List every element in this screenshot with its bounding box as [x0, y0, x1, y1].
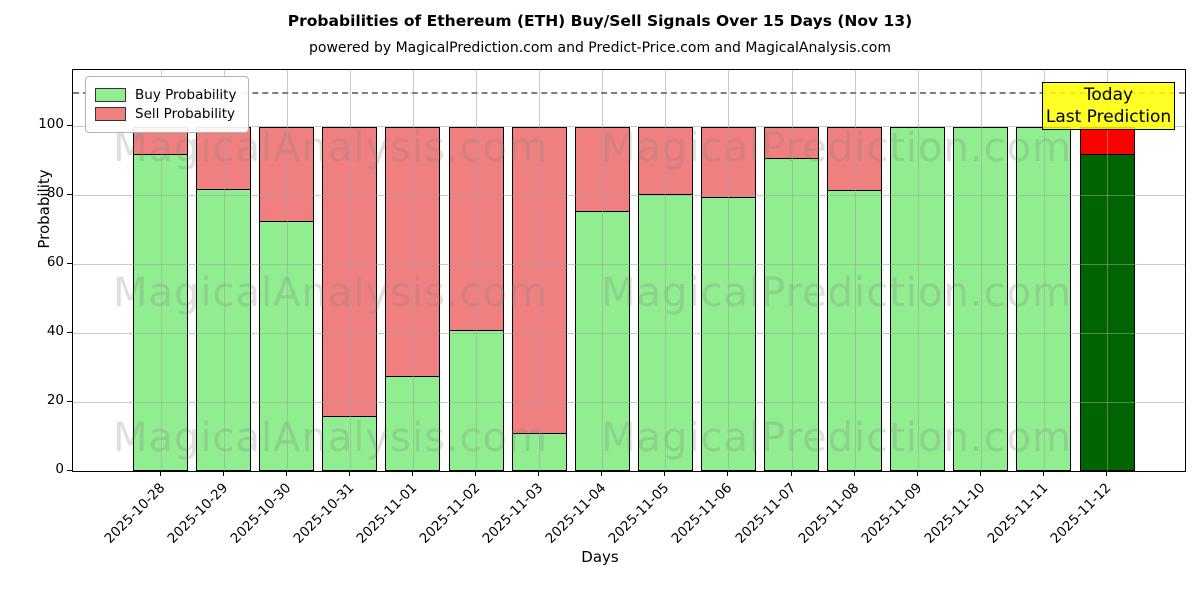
y-axis-label: Probability [35, 169, 53, 249]
gridline-vertical [160, 70, 162, 471]
sell-color-swatch [95, 107, 126, 121]
x-tick-mark [222, 471, 224, 476]
legend-item-buy: Buy Probability [95, 87, 236, 103]
y-tick-label: 0 [55, 461, 64, 477]
gridline-vertical [476, 70, 477, 471]
x-tick-mark [475, 471, 476, 476]
gridline-vertical [412, 70, 414, 471]
y-tick-label: 100 [38, 116, 64, 133]
y-tick-mark [67, 332, 72, 334]
x-tick-mark [1106, 471, 1107, 476]
today-annotation: Today Last Prediction [1042, 82, 1175, 130]
gridline-horizontal [73, 333, 1185, 335]
gridline-vertical [223, 70, 225, 471]
x-tick-mark [979, 471, 981, 476]
legend-label-sell: Sell Probability [135, 106, 236, 122]
gridline-vertical [286, 70, 288, 471]
today-annotation-line2: Last Prediction [1045, 107, 1172, 127]
x-tick-mark [538, 471, 540, 476]
x-tick-mark [727, 471, 729, 476]
y-tick-mark [67, 263, 72, 265]
gridline-vertical [665, 70, 667, 471]
y-tick-mark [67, 401, 72, 403]
y-tick-mark [67, 470, 72, 471]
x-tick-mark [159, 471, 161, 476]
x-tick-mark [916, 471, 918, 476]
gridline-vertical [1043, 70, 1045, 471]
gridline-horizontal [73, 195, 1185, 197]
x-tick-mark [853, 471, 855, 476]
legend-item-sell: Sell Probability [95, 106, 236, 122]
gridline-vertical [854, 70, 856, 471]
gridline-vertical [602, 70, 604, 471]
x-axis-label: Days [581, 548, 619, 566]
legend-label-buy: Buy Probability [135, 87, 237, 103]
x-tick-mark [348, 471, 350, 476]
y-tick-label: 60 [46, 254, 64, 271]
x-tick-mark [1042, 471, 1044, 476]
gridline-vertical [917, 70, 919, 471]
x-tick-mark [411, 471, 413, 476]
gridline-vertical [539, 70, 541, 471]
y-tick-mark [67, 125, 72, 127]
y-tick-label: 40 [46, 323, 64, 340]
x-tick-mark [601, 471, 603, 476]
y-tick-label: 80 [46, 185, 64, 202]
x-tick-mark [790, 471, 792, 476]
gridline-vertical [1107, 70, 1108, 471]
y-tick-label: 20 [46, 392, 64, 409]
gridline-horizontal [73, 264, 1185, 266]
gridline-vertical [980, 70, 982, 471]
dashed-threshold-line [73, 92, 1185, 95]
today-annotation-line1: Today [1083, 85, 1134, 105]
legend: Buy Probability Sell Probability [85, 76, 250, 133]
buy-color-swatch [95, 88, 126, 102]
x-tick-mark [285, 471, 287, 476]
gridline-horizontal [73, 402, 1185, 404]
x-tick-mark [664, 471, 666, 476]
gridline-vertical [728, 70, 730, 471]
chart-subtitle: powered by MagicalPrediction.com and Pre… [309, 40, 891, 56]
gridline-vertical [791, 70, 793, 471]
y-tick-mark [67, 194, 72, 196]
chart-title: Probabilities of Ethereum (ETH) Buy/Sell… [287, 12, 913, 30]
gridline-horizontal [73, 126, 1185, 128]
gridline-vertical [349, 70, 351, 471]
plot-area: MagicalAnalysis.com MagicalPrediction.com… [72, 69, 1186, 472]
